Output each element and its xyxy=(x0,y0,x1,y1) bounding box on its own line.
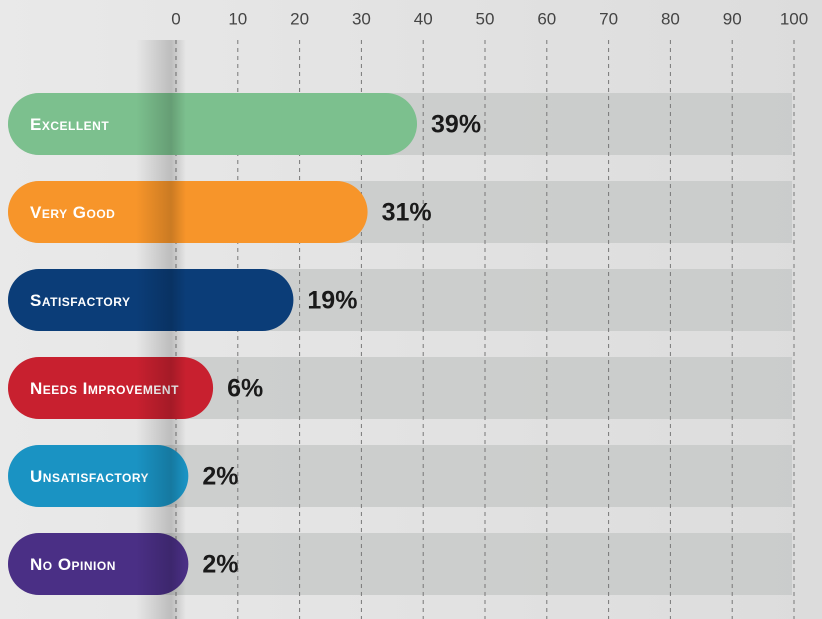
category-label: Excellent xyxy=(30,114,110,134)
category-text: Satisfactory xyxy=(30,290,131,310)
category-label: No Opinion xyxy=(30,554,116,574)
x-tick-label: 80 xyxy=(661,9,680,28)
x-tick-label: 60 xyxy=(537,9,556,28)
bar xyxy=(8,181,368,243)
value-label: 2% xyxy=(202,463,238,491)
category-text: No Opinion xyxy=(30,554,116,574)
value-label: 6% xyxy=(227,375,263,403)
category-text: Unsatisfactory xyxy=(30,466,150,486)
value-label: 2% xyxy=(202,551,238,579)
category-label: Unsatisfactory xyxy=(30,466,150,486)
x-tick-label: 30 xyxy=(352,9,371,28)
x-tick-label: 40 xyxy=(414,9,433,28)
x-tick-label: 100 xyxy=(780,9,808,28)
bar xyxy=(8,93,418,155)
value-label: 19% xyxy=(307,287,357,315)
value-label: 31% xyxy=(382,199,432,227)
category-text: Excellent xyxy=(30,114,110,134)
x-tick-label: 20 xyxy=(290,9,309,28)
x-tick-label: 90 xyxy=(723,9,742,28)
category-label: Satisfactory xyxy=(30,290,131,310)
x-tick-label: 10 xyxy=(228,9,247,28)
x-tick-label: 50 xyxy=(476,9,495,28)
value-label: 39% xyxy=(431,111,481,139)
category-text: Very Good xyxy=(30,202,116,222)
x-tick-label: 70 xyxy=(599,9,618,28)
bar-track xyxy=(8,445,792,507)
zero-shadow xyxy=(136,40,186,619)
x-tick-label: 0 xyxy=(171,9,180,28)
category-label: Very Good xyxy=(30,202,116,222)
bar-track xyxy=(8,533,792,595)
